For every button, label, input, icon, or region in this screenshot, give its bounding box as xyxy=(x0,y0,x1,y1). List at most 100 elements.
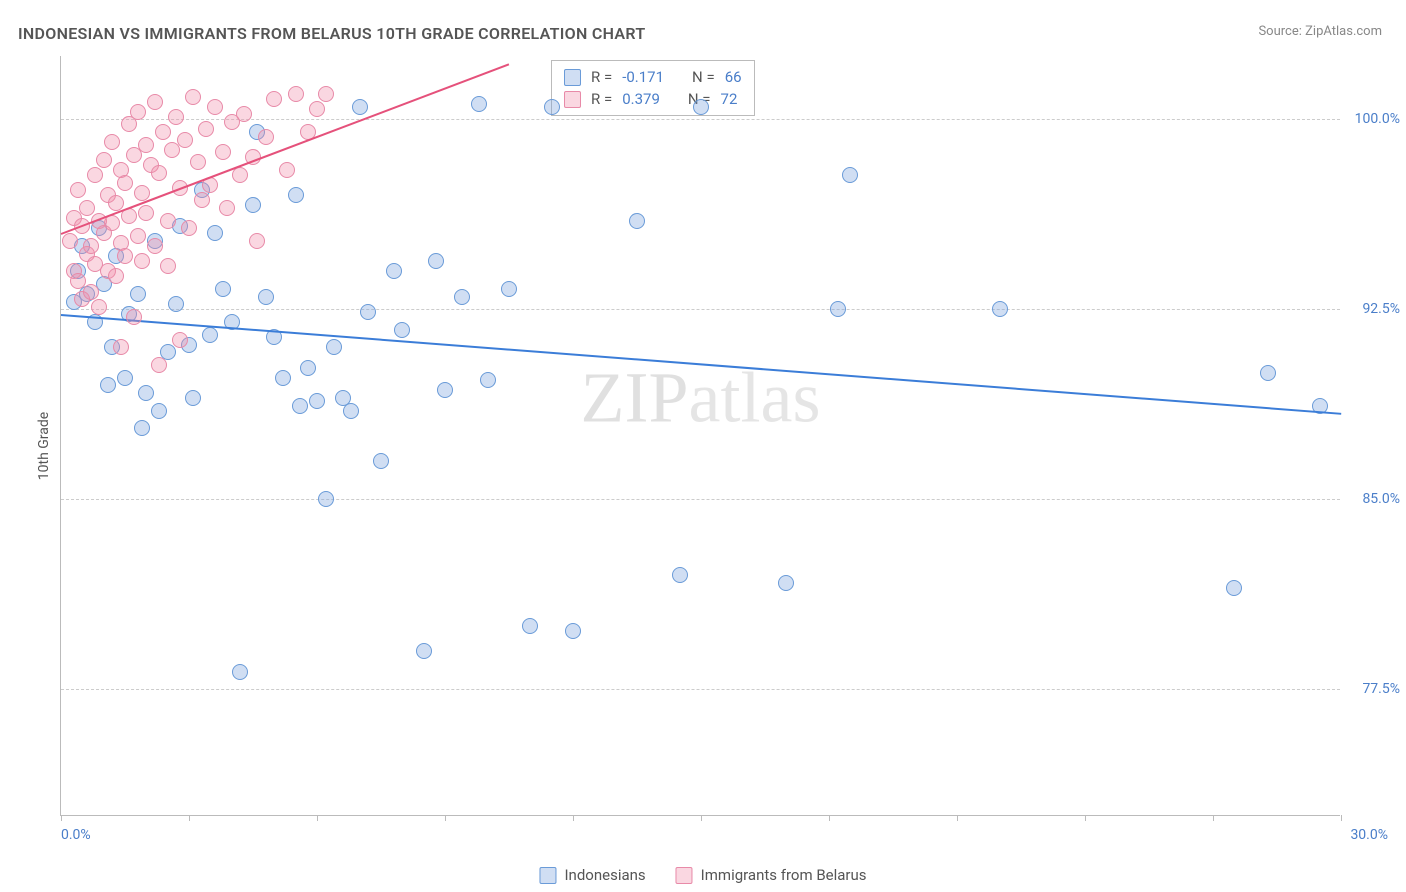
scatter-point-belarus xyxy=(134,253,150,269)
chart-source: Source: ZipAtlas.com xyxy=(1258,24,1382,39)
scatter-point-belarus xyxy=(138,205,154,221)
scatter-point-belarus xyxy=(155,124,171,140)
scatter-point-indonesians xyxy=(151,403,167,419)
stats-n-value: 66 xyxy=(725,68,742,86)
gridline xyxy=(61,309,1340,310)
scatter-point-indonesians xyxy=(501,281,517,297)
scatter-point-indonesians xyxy=(232,664,248,680)
y-tick-label: 100.0% xyxy=(1345,111,1400,127)
chart-title: INDONESIAN VS IMMIGRANTS FROM BELARUS 10… xyxy=(18,24,646,43)
scatter-point-indonesians xyxy=(202,327,218,343)
x-tick xyxy=(1341,815,1342,821)
scatter-point-indonesians xyxy=(565,623,581,639)
gridline xyxy=(61,119,1340,120)
watermark-zip: ZIP xyxy=(581,357,689,437)
scatter-point-indonesians xyxy=(207,225,223,241)
scatter-point-belarus xyxy=(83,238,99,254)
y-tick-label: 85.0% xyxy=(1345,491,1400,507)
scatter-point-indonesians xyxy=(842,167,858,183)
y-tick-label: 92.5% xyxy=(1345,301,1400,317)
x-tick xyxy=(957,815,958,821)
scatter-point-indonesians xyxy=(326,339,342,355)
legend-label: Indonesians xyxy=(564,866,645,884)
scatter-point-indonesians xyxy=(386,263,402,279)
scatter-point-indonesians xyxy=(454,289,470,305)
scatter-point-indonesians xyxy=(437,382,453,398)
x-tick xyxy=(189,815,190,821)
scatter-point-belarus xyxy=(91,299,107,315)
gridline xyxy=(61,499,1340,500)
scatter-point-belarus xyxy=(130,228,146,244)
scatter-point-belarus xyxy=(279,162,295,178)
scatter-point-indonesians xyxy=(830,301,846,317)
scatter-point-belarus xyxy=(117,248,133,264)
scatter-point-belarus xyxy=(130,104,146,120)
scatter-point-belarus xyxy=(194,192,210,208)
x-range-max: 30.0% xyxy=(1350,827,1388,843)
scatter-point-indonesians xyxy=(185,390,201,406)
scatter-point-belarus xyxy=(151,165,167,181)
legend-label: Immigrants from Belarus xyxy=(701,866,867,884)
scatter-point-indonesians xyxy=(416,643,432,659)
scatter-point-indonesians xyxy=(168,296,184,312)
scatter-point-indonesians xyxy=(778,575,794,591)
scatter-point-belarus xyxy=(249,233,265,249)
scatter-point-indonesians xyxy=(292,398,308,414)
scatter-point-belarus xyxy=(236,106,252,122)
watermark: ZIPatlas xyxy=(581,356,821,439)
scatter-point-indonesians xyxy=(309,393,325,409)
scatter-point-belarus xyxy=(172,332,188,348)
scatter-point-belarus xyxy=(258,129,274,145)
scatter-point-belarus xyxy=(126,309,142,325)
scatter-point-indonesians xyxy=(117,370,133,386)
scatter-point-belarus xyxy=(181,220,197,236)
stats-row-indonesians: R = -0.171 N = 66 xyxy=(564,66,742,88)
scatter-point-belarus xyxy=(190,154,206,170)
scatter-point-belarus xyxy=(232,167,248,183)
legend-swatch xyxy=(539,867,556,884)
scatter-point-belarus xyxy=(185,89,201,105)
scatter-point-belarus xyxy=(147,238,163,254)
scatter-point-indonesians xyxy=(480,372,496,388)
scatter-point-belarus xyxy=(215,144,231,160)
scatter-point-belarus xyxy=(309,101,325,117)
scatter-point-indonesians xyxy=(373,453,389,469)
stats-r-value: -0.171 xyxy=(622,68,664,86)
scatter-point-belarus xyxy=(160,213,176,229)
stats-swatch xyxy=(564,69,581,86)
scatter-point-indonesians xyxy=(275,370,291,386)
scatter-point-belarus xyxy=(104,134,120,150)
legend-item-belarus: Immigrants from Belarus xyxy=(676,866,867,884)
scatter-point-indonesians xyxy=(138,385,154,401)
scatter-point-belarus xyxy=(83,284,99,300)
scatter-point-indonesians xyxy=(100,377,116,393)
scatter-point-belarus xyxy=(151,357,167,373)
x-tick xyxy=(61,815,62,821)
stats-r-label: R = xyxy=(591,68,612,86)
trend-line-indonesians xyxy=(61,314,1341,415)
scatter-point-indonesians xyxy=(629,213,645,229)
stats-r-value: 0.379 xyxy=(622,90,660,108)
scatter-point-indonesians xyxy=(215,281,231,297)
x-tick xyxy=(317,815,318,821)
scatter-point-indonesians xyxy=(245,197,261,213)
scatter-point-belarus xyxy=(62,233,78,249)
legend-swatch xyxy=(676,867,693,884)
scatter-point-belarus xyxy=(108,268,124,284)
scatter-point-indonesians xyxy=(693,99,709,115)
scatter-point-indonesians xyxy=(360,304,376,320)
y-tick-label: 77.5% xyxy=(1345,681,1400,697)
scatter-point-indonesians xyxy=(672,567,688,583)
scatter-point-indonesians xyxy=(288,187,304,203)
bottom-legend: Indonesians Immigrants from Belarus xyxy=(539,866,866,884)
source-name: ZipAtlas.com xyxy=(1305,24,1382,39)
scatter-point-indonesians xyxy=(992,301,1008,317)
x-range-min: 0.0% xyxy=(61,827,91,843)
scatter-point-belarus xyxy=(207,99,223,115)
scatter-point-belarus xyxy=(96,152,112,168)
scatter-point-belarus xyxy=(266,91,282,107)
stats-n-label: N = xyxy=(692,68,715,86)
scatter-point-belarus xyxy=(219,200,235,216)
stats-n-value: 72 xyxy=(721,90,738,108)
scatter-point-belarus xyxy=(318,86,334,102)
